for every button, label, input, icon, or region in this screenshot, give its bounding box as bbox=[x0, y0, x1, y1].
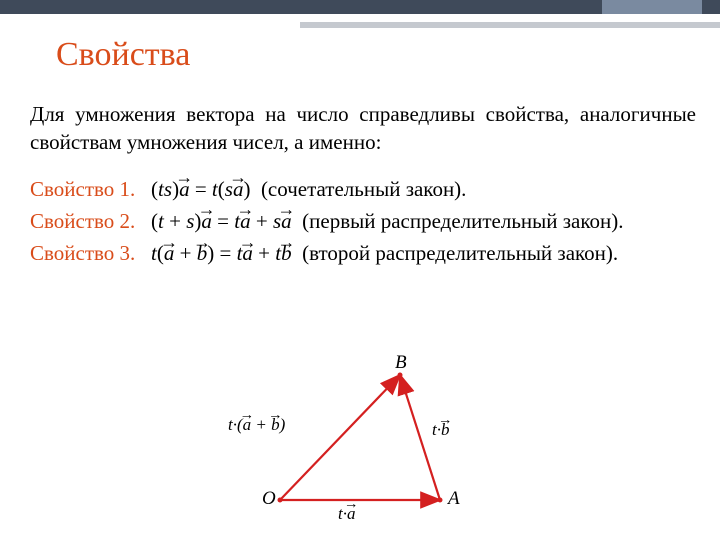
edge-OA-label: t·a bbox=[338, 504, 355, 524]
property-3-label: Свойство 3. bbox=[30, 241, 135, 265]
slide-title: Свойства bbox=[56, 36, 190, 74]
property-1: Свойство 1. (ts)a = t(sa) (сочетательный… bbox=[30, 175, 696, 203]
property-2-suffix: (первый распределительный закон). bbox=[302, 209, 623, 233]
property-3: Свойство 3. t(a + b) = ta + tb (второй р… bbox=[30, 239, 696, 267]
edge-AB-label: t·b bbox=[432, 420, 449, 440]
property-3-suffix: (второй распределительный закон). bbox=[302, 241, 618, 265]
property-1-label: Свойство 1. bbox=[30, 177, 135, 201]
property-2-label: Свойство 2. bbox=[30, 209, 135, 233]
edge-OB-label: t·(a + b) bbox=[228, 415, 285, 435]
body-content: Для умножения вектора на число справедли… bbox=[30, 100, 696, 272]
property-3-formula: t(a + b) = ta + tb bbox=[151, 241, 292, 265]
vector-triangle-diagram: O A B t·a t·b t·(a + b) bbox=[230, 360, 490, 530]
header-stripe-under bbox=[300, 22, 720, 28]
header-stripe-accent bbox=[602, 0, 702, 14]
intro-paragraph: Для умножения вектора на число справедли… bbox=[30, 100, 696, 157]
node-A: A bbox=[448, 488, 460, 510]
node-O: O bbox=[262, 488, 276, 510]
property-2: Свойство 2. (t + s)a = ta + sa (первый р… bbox=[30, 207, 696, 235]
node-B: B bbox=[395, 352, 407, 374]
